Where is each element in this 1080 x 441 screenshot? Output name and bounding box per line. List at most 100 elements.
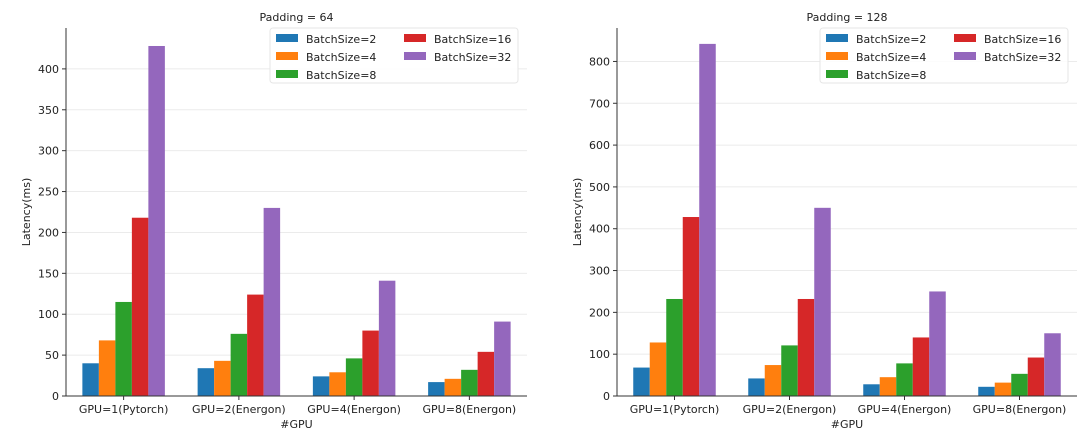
- legend-swatch: [404, 52, 426, 60]
- x-tick-label: GPU=8(Energon): [973, 403, 1067, 416]
- legend-label: BatchSize=32: [984, 51, 1061, 64]
- bar-batchsize-2-2: [197, 368, 215, 396]
- bar-batchsize-2-1: [633, 367, 650, 396]
- legend-frame: [819, 27, 1069, 84]
- legend-swatch: [826, 34, 848, 42]
- bar-batchsize-4-3: [879, 377, 897, 396]
- bar-batchsize-32-3: [929, 291, 946, 396]
- bar-batchsize-16-3: [912, 337, 930, 396]
- y-tick-label: 200: [38, 226, 59, 239]
- y-tick-label: 100: [38, 308, 59, 321]
- y-tick-label: 300: [589, 265, 610, 278]
- legend-swatch: [276, 52, 298, 60]
- legend-swatch: [954, 52, 976, 60]
- bar-batchsize-16-4: [1027, 357, 1045, 396]
- legend-label: BatchSize=32: [434, 51, 511, 64]
- x-axis-label: #GPU: [831, 418, 863, 431]
- legend-label: BatchSize=16: [984, 33, 1061, 46]
- bar-batchsize-2-4: [428, 382, 445, 396]
- bar-batchsize-16-3: [362, 330, 379, 396]
- x-tick-label: GPU=2(Energon): [743, 403, 837, 416]
- y-tick-label: 700: [589, 97, 610, 110]
- x-tick-label: GPU=1(Pytorch): [79, 403, 169, 416]
- bar-batchsize-16-2: [247, 294, 264, 396]
- x-tick-label: GPU=4(Energon): [307, 403, 401, 416]
- x-tick-label: GPU=1(Pytorch): [630, 403, 720, 416]
- bar-batchsize-8-4: [1011, 373, 1028, 396]
- bar-batchsize-16-2: [797, 298, 815, 396]
- bar-batchsize-32-2: [814, 207, 831, 396]
- y-tick-label: 0: [603, 390, 610, 403]
- bar-batchsize-2-4: [978, 386, 995, 396]
- legend-swatch: [404, 34, 426, 42]
- legend-swatch: [276, 70, 298, 78]
- y-tick-label: 0: [52, 390, 59, 403]
- legend-label: BatchSize=16: [434, 33, 511, 46]
- x-tick-label: GPU=2(Energon): [192, 403, 286, 416]
- bar-batchsize-4-4: [994, 382, 1012, 396]
- bar-batchsize-32-1: [699, 43, 716, 397]
- y-tick-label: 400: [38, 63, 59, 76]
- bar-batchsize-32-4: [1044, 333, 1061, 396]
- y-axis-label: Latency(ms): [571, 178, 584, 247]
- legend-swatch: [826, 70, 848, 78]
- y-tick-label: 800: [589, 55, 610, 68]
- bar-batchsize-32-3: [378, 280, 396, 396]
- legend-swatch: [276, 34, 298, 42]
- legend-label: BatchSize=8: [856, 69, 926, 82]
- legend-frame: [269, 27, 519, 84]
- bar-batchsize-16-1: [682, 217, 700, 396]
- bar-batchsize-2-3: [863, 384, 880, 396]
- bar-batchsize-8-3: [896, 363, 913, 396]
- bar-batchsize-8-4: [461, 369, 478, 396]
- x-axis-label: #GPU: [280, 418, 312, 431]
- y-tick-label: 350: [38, 104, 59, 117]
- legend-swatch: [826, 52, 848, 60]
- bar-batchsize-2-2: [748, 378, 765, 396]
- y-axis-label: Latency(ms): [20, 178, 33, 247]
- legend-label: BatchSize=2: [856, 33, 926, 46]
- x-tick-label: GPU=8(Energon): [423, 403, 517, 416]
- bar-batchsize-8-1: [115, 301, 132, 396]
- bar-batchsize-2-1: [82, 363, 99, 396]
- legend-label: BatchSize=2: [306, 33, 376, 46]
- legend-label: BatchSize=4: [856, 51, 926, 64]
- legend-swatch: [954, 34, 976, 42]
- y-tick-label: 250: [38, 186, 59, 199]
- bar-batchsize-2-3: [312, 376, 330, 396]
- bar-batchsize-32-4: [494, 321, 511, 396]
- bar-batchsize-4-4: [444, 378, 462, 396]
- y-tick-label: 100: [589, 348, 610, 361]
- y-tick-label: 500: [589, 181, 610, 194]
- bar-batchsize-8-1: [666, 298, 683, 396]
- bar-batchsize-4-1: [98, 340, 116, 396]
- y-tick-label: 150: [38, 267, 59, 280]
- legend: BatchSize=2 BatchSize=4 BatchSize=8 BatchSi…: [269, 27, 519, 84]
- chart-panel-1: 0 50 100 150 200 250 300 350 400 GPU=1(Pytorch) GP…: [20, 11, 527, 431]
- legend-label: BatchSize=8: [306, 69, 376, 82]
- bar-batchsize-4-3: [329, 372, 346, 396]
- y-tick-label: 50: [45, 349, 59, 362]
- y-tick-label: 200: [589, 306, 610, 319]
- y-tick-label: 600: [589, 139, 610, 152]
- y-tick-label: 300: [38, 145, 59, 158]
- x-tick-label: GPU=4(Energon): [858, 403, 952, 416]
- chart-panel-2: 0 100 200 300 400 500 600 700 800 GPU=1(Pytorch) G…: [571, 11, 1077, 431]
- bar-batchsize-4-2: [764, 365, 782, 396]
- chart-title: Padding = 64: [259, 11, 333, 24]
- bar-batchsize-8-2: [230, 333, 248, 396]
- legend-label: BatchSize=4: [306, 51, 376, 64]
- chart-title: Padding = 128: [806, 11, 887, 24]
- bar-batchsize-16-1: [131, 217, 149, 396]
- bar-batchsize-4-2: [214, 360, 231, 396]
- bar-batchsize-16-4: [477, 351, 495, 396]
- legend: BatchSize=2 BatchSize=4 BatchSize=8 BatchSi…: [819, 27, 1069, 84]
- bar-batchsize-8-2: [781, 345, 798, 396]
- y-tick-label: 400: [589, 223, 610, 236]
- bar-batchsize-32-2: [263, 207, 281, 396]
- bar-batchsize-32-1: [148, 45, 165, 396]
- bar-batchsize-8-3: [345, 358, 363, 396]
- bar-batchsize-4-1: [649, 342, 667, 396]
